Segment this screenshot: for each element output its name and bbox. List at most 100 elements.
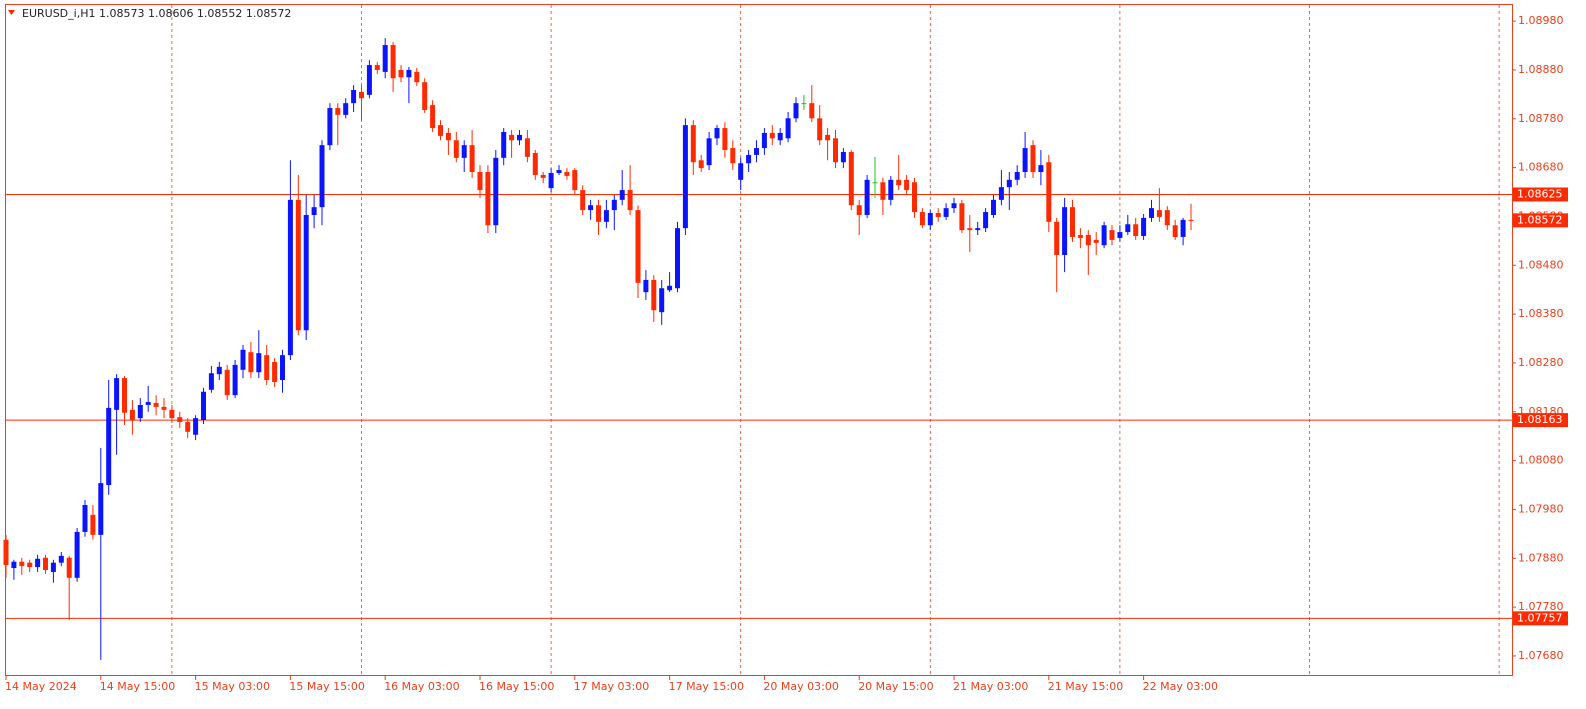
candle-body xyxy=(1030,145,1036,173)
candle-body xyxy=(698,160,704,169)
candle-body xyxy=(1077,235,1083,238)
candle-body xyxy=(603,210,609,222)
candle-body xyxy=(114,378,120,410)
candle-body xyxy=(864,179,870,215)
candle-body xyxy=(50,562,56,572)
candle-body xyxy=(714,128,720,139)
candle-body xyxy=(287,199,293,356)
candle-body xyxy=(588,205,594,211)
candle-body xyxy=(540,174,546,178)
candle-body xyxy=(1101,225,1107,246)
candle-body xyxy=(951,203,957,209)
candle-body xyxy=(43,557,48,571)
candle-body xyxy=(927,213,933,226)
x-tick-label: 21 May 03:00 xyxy=(953,680,1028,693)
candle-body xyxy=(817,118,823,141)
candle-body xyxy=(501,131,507,158)
y-tick-label: 1.08880 xyxy=(1518,63,1564,76)
candle-body xyxy=(722,128,728,151)
x-tick-label: 21 May 15:00 xyxy=(1048,680,1123,693)
candle-body xyxy=(524,138,530,157)
current-price-label: 1.08572 xyxy=(1517,213,1563,226)
candle-body xyxy=(1022,148,1028,173)
x-tick-label: 15 May 15:00 xyxy=(289,680,364,693)
candle-body xyxy=(232,364,238,396)
price-label: 1.08163 xyxy=(1517,413,1563,426)
candle-body xyxy=(90,514,96,535)
candle-body xyxy=(122,378,127,413)
candle-body xyxy=(35,558,41,568)
candle-body xyxy=(912,182,917,213)
candle-body xyxy=(153,402,159,407)
candle-body xyxy=(19,561,25,567)
candle-body xyxy=(319,145,325,208)
candle-body xyxy=(1014,172,1020,180)
candle-body xyxy=(1093,239,1099,243)
candle-body xyxy=(1188,219,1194,221)
candle-body xyxy=(991,199,996,215)
candle-body xyxy=(919,212,925,226)
candle-body xyxy=(580,190,586,211)
candle-body xyxy=(366,65,372,95)
candle-body xyxy=(761,132,767,149)
candle-body xyxy=(1164,210,1170,226)
candle-body xyxy=(438,125,443,136)
price-label: 1.07757 xyxy=(1517,611,1563,624)
candle-body xyxy=(1109,230,1115,240)
candle-body xyxy=(327,108,333,146)
candle-body xyxy=(596,205,601,222)
candle-body xyxy=(430,105,436,129)
axes: 1.089801.088801.087801.086801.085801.084… xyxy=(5,14,1568,693)
candle-body xyxy=(872,182,878,184)
candle-body xyxy=(943,208,949,217)
candle-body xyxy=(185,422,191,432)
candle-body xyxy=(1006,179,1012,188)
candle-body xyxy=(453,140,459,158)
price-label-box xyxy=(1513,611,1568,626)
candle-body xyxy=(983,212,989,229)
candle-body xyxy=(216,366,222,375)
candle-body xyxy=(343,103,349,115)
candle-body xyxy=(675,228,680,289)
candle-body xyxy=(295,199,301,331)
candle-body xyxy=(485,172,491,226)
price-label: 1.08625 xyxy=(1517,187,1563,200)
candle-body xyxy=(390,45,396,79)
x-tick-label: 16 May 15:00 xyxy=(479,680,554,693)
candle-body xyxy=(374,65,380,70)
candle-body xyxy=(848,151,854,206)
candle-body xyxy=(177,417,183,423)
candle-body xyxy=(27,562,33,568)
candle-body xyxy=(1070,207,1075,237)
candle-body xyxy=(564,172,570,176)
candle-body xyxy=(398,69,404,78)
x-tick-label: 16 May 03:00 xyxy=(384,680,459,693)
candle-body xyxy=(777,132,783,141)
candle-body xyxy=(74,531,80,578)
candle-body xyxy=(730,148,736,164)
candle-body xyxy=(1125,224,1131,233)
candle-body xyxy=(627,190,633,211)
candle-body xyxy=(659,288,665,313)
candle-body xyxy=(477,172,483,191)
x-tick-label: 15 May 03:00 xyxy=(195,680,270,693)
candle-body xyxy=(801,103,807,105)
candle-body xyxy=(193,418,199,435)
candle-body xyxy=(1062,207,1068,256)
candle-body xyxy=(619,190,625,200)
candle-body xyxy=(98,483,104,535)
candle-body xyxy=(461,145,467,158)
price-label-box xyxy=(1513,187,1568,202)
candle-body xyxy=(240,349,246,370)
candle-body xyxy=(809,103,815,119)
candle-body xyxy=(137,404,143,419)
candle-body xyxy=(643,279,649,293)
title-marker xyxy=(8,10,15,15)
candle-body xyxy=(264,355,270,381)
candle-body xyxy=(896,179,902,186)
candle-body xyxy=(1054,221,1060,256)
y-tick-label: 1.08380 xyxy=(1518,307,1564,320)
candle-body xyxy=(145,402,151,405)
candle-body xyxy=(738,163,744,180)
candle-body xyxy=(975,228,981,231)
